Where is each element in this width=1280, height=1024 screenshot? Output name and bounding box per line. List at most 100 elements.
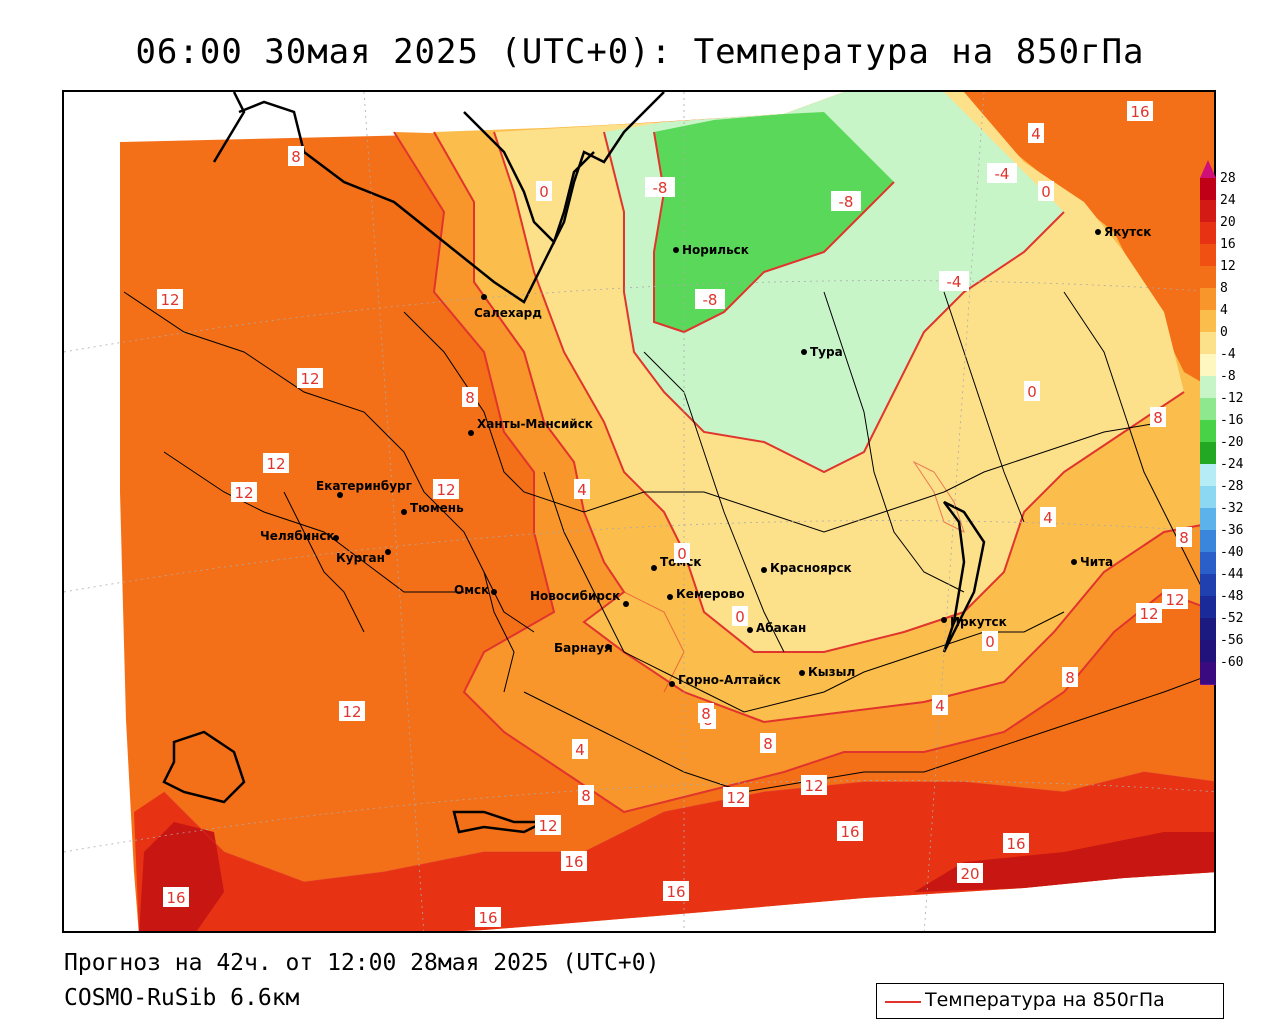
svg-text:Барнаул: Барнаул: [554, 641, 613, 655]
svg-text:16: 16: [478, 909, 497, 927]
svg-text:-4: -4: [947, 273, 962, 291]
colorbar-segment: [1200, 376, 1216, 398]
svg-text:12: 12: [726, 789, 745, 807]
svg-text:4: 4: [577, 481, 587, 499]
svg-text:16: 16: [666, 883, 685, 901]
svg-text:Норильск: Норильск: [682, 243, 749, 257]
svg-text:12: 12: [804, 777, 823, 795]
legend: Температура на 850гПа: [876, 983, 1224, 1019]
svg-text:0: 0: [735, 608, 745, 626]
svg-text:Кызыл: Кызыл: [808, 665, 855, 679]
svg-text:16: 16: [840, 823, 859, 841]
svg-text:-8: -8: [839, 193, 854, 211]
svg-text:8: 8: [465, 389, 475, 407]
colorbar-tick-label: 20: [1220, 215, 1236, 230]
colorbar-segment: [1200, 640, 1216, 662]
svg-text:0: 0: [677, 545, 687, 563]
colorbar-segment: [1200, 178, 1216, 200]
city-norilsk: Норильск: [673, 243, 749, 257]
forecast-info: Прогноз на 42ч. от 12:00 28мая 2025 (UTC…: [64, 950, 660, 976]
temperature-map: Якутск Норильск Салехард Тура Ханты-Манс…: [64, 92, 1214, 931]
svg-text:4: 4: [1031, 125, 1041, 143]
svg-text:Ханты-Мансийск: Ханты-Мансийск: [477, 417, 593, 431]
svg-text:Омск: Омск: [454, 583, 489, 597]
svg-text:20: 20: [960, 865, 979, 883]
colorbar-tick-label: 28: [1220, 171, 1236, 186]
city-kyzyl: Кызыл: [799, 665, 855, 679]
isotherm-minor-lines: [163, 460, 1214, 883]
colorbar-segment: [1200, 574, 1216, 596]
colorbar-segment: [1200, 530, 1216, 552]
svg-text:4: 4: [935, 697, 945, 715]
zone-minus8: [654, 112, 894, 332]
colorbar-segment: [1200, 222, 1216, 244]
city-yakutsk: Якутск: [1095, 225, 1151, 239]
colorbar-segment: [1200, 310, 1216, 332]
colorbar-tick-label: -32: [1220, 501, 1244, 516]
svg-text:Кемерово: Кемерово: [676, 587, 745, 601]
svg-text:Челябинск: Челябинск: [260, 529, 335, 543]
svg-text:8: 8: [701, 705, 711, 723]
svg-text:12: 12: [1139, 605, 1158, 623]
colorbar-segment: [1200, 508, 1216, 530]
colorbar-tick-label: -36: [1220, 523, 1244, 538]
svg-text:Иркутск: Иркутск: [950, 615, 1007, 629]
colorbar-tick-label: 8: [1220, 281, 1228, 296]
city-tyumen: Тюмень: [401, 501, 464, 515]
city-novosibirsk: Новосибирск: [530, 589, 629, 607]
colorbar-tick-label: -8: [1220, 369, 1236, 384]
svg-text:12: 12: [234, 484, 253, 502]
colorbar-tick-label: 24: [1220, 193, 1236, 208]
colorbar-tick-label: -16: [1220, 413, 1244, 428]
svg-text:12: 12: [342, 703, 361, 721]
svg-text:-8: -8: [653, 179, 668, 197]
colorbar-tick-label: 12: [1220, 259, 1236, 274]
colorbar-segment: [1200, 486, 1216, 508]
svg-text:-8: -8: [703, 291, 718, 309]
colorbar-segment: [1200, 200, 1216, 222]
city-yekaterinburg: Екатеринбург: [316, 479, 412, 498]
colorbar-segment: [1200, 354, 1216, 376]
svg-text:12: 12: [266, 455, 285, 473]
svg-text:12: 12: [160, 291, 179, 309]
city-omsk: Омск: [454, 583, 497, 597]
svg-text:16: 16: [1006, 835, 1025, 853]
city-tura: Тура: [801, 345, 843, 359]
svg-text:8: 8: [1153, 409, 1163, 427]
svg-text:0: 0: [1041, 183, 1051, 201]
colorbar-tick-label: -40: [1220, 545, 1244, 560]
svg-text:8: 8: [291, 148, 301, 166]
svg-text:Тюмень: Тюмень: [410, 501, 464, 515]
colorbar-tick-label: -60: [1220, 655, 1244, 670]
zone-20: [139, 822, 1214, 931]
city-gorno-altaysk: Горно-Алтайск: [669, 673, 781, 687]
svg-text:Курган: Курган: [336, 551, 385, 565]
coastlines: [162, 92, 986, 834]
admin-borders: [123, 291, 1214, 793]
svg-text:Чита: Чита: [1080, 555, 1113, 569]
colorbar-segment: [1200, 464, 1216, 486]
colorbar-tick-label: -20: [1220, 435, 1244, 450]
colorbar-tick-label: -4: [1220, 347, 1236, 362]
temperature-colorbar: [1200, 160, 1216, 685]
city-abakan: Абакан: [747, 621, 806, 635]
city-kemerovo: Кемерово: [667, 587, 745, 601]
colorbar-tick-label: 4: [1220, 303, 1228, 318]
model-name: COSMO-RuSib 6.6км: [64, 985, 300, 1011]
colorbar-tick-label: -52: [1220, 611, 1244, 626]
svg-text:12: 12: [300, 370, 319, 388]
city-krasnoyarsk: Красноярск: [761, 561, 852, 575]
svg-text:Салехард: Салехард: [474, 306, 542, 320]
svg-text:Горно-Алтайск: Горно-Алтайск: [678, 673, 781, 687]
legend-line-swatch: [885, 1001, 921, 1003]
svg-text:Екатеринбург: Екатеринбург: [316, 479, 412, 493]
svg-text:12: 12: [1165, 591, 1184, 609]
svg-text:16: 16: [1130, 103, 1149, 121]
svg-text:0: 0: [539, 183, 549, 201]
svg-text:12: 12: [538, 817, 557, 835]
colorbar-tick-label: -12: [1220, 391, 1244, 406]
colorbar-segment: [1200, 618, 1216, 640]
graticule: [64, 92, 1214, 931]
zone-16: [134, 772, 1214, 931]
colorbar-segment: [1200, 662, 1216, 684]
